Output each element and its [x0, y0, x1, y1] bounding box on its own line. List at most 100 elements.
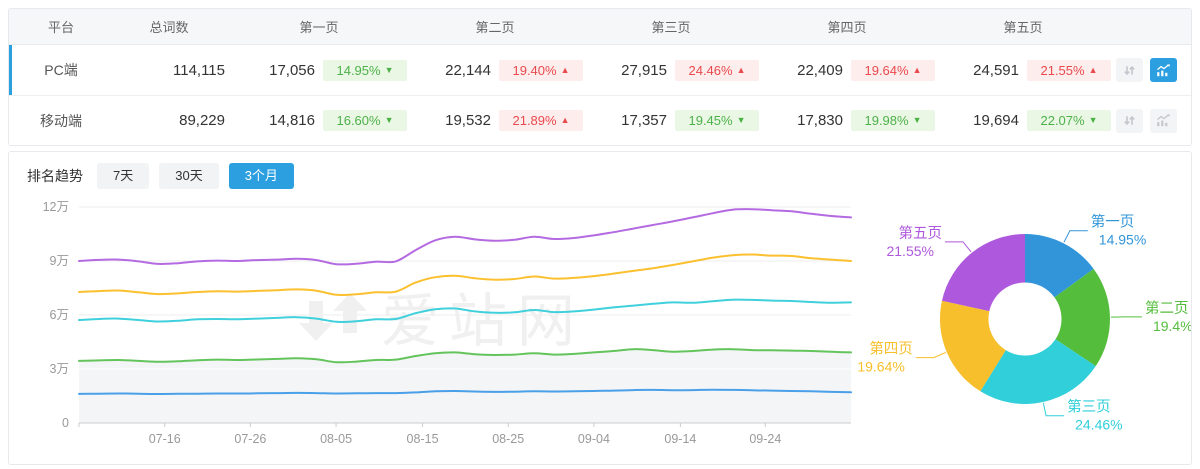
change-pct: 24.46%	[688, 62, 733, 78]
change-badge: 19.98% ▼	[851, 110, 935, 131]
page-count: 17,830	[797, 112, 843, 129]
sort-button[interactable]	[1116, 108, 1143, 133]
page-count: 22,409	[797, 61, 843, 79]
page-5-cell: 19,694 22.07% ▼	[935, 110, 1111, 131]
table-body: PC端 114,115 17,056 14.95% ▼ 22,144 19.40% ▲ 27,9…	[9, 45, 1191, 145]
col-header-page5: 第五页	[1003, 20, 1043, 35]
y-tick-label-3万: 3万	[50, 362, 69, 376]
donut-label-pct-第四页: 19.64%	[857, 359, 904, 375]
y-tick-label-6万: 6万	[50, 308, 69, 322]
donut-slice-第五页	[941, 234, 1025, 312]
col-header-page3: 第三页	[651, 20, 691, 35]
page-3-cell: 17,357 19.45% ▼	[583, 110, 759, 131]
change-pct: 14.95%	[336, 62, 381, 78]
arrow-down-icon: ▼	[1088, 115, 1098, 125]
trend-line-第二页	[78, 348, 852, 364]
change-pct: 19.64%	[864, 62, 909, 78]
arrow-down-icon: ▼	[736, 115, 746, 125]
donut-label-pct-第五页: 21.55%	[886, 243, 933, 259]
table-header-row: 平台 总词数 第一页 第二页 第三页 第四页 第五页	[9, 9, 1191, 45]
donut-label-name-第一页: 第一页	[1091, 213, 1135, 231]
page-3-cell: 27,915 24.46% ▲	[583, 59, 759, 81]
x-tick-label-09-04: 09-04	[578, 432, 610, 446]
trend-line-chart-wrap: 爱站网 07-16 07-26 08-05 08-15 08-25 09-04 09-14 09…	[9, 193, 857, 464]
x-tick-label-07-16: 07-16	[149, 432, 181, 446]
donut-label-name-第五页: 第五页	[898, 224, 942, 242]
trend-chart-icon	[1157, 63, 1170, 76]
donut-label-pct-第三页: 24.46%	[1075, 417, 1122, 433]
change-badge: 24.46% ▲	[675, 59, 759, 81]
watermark-aizhan: 爱站网	[299, 289, 585, 354]
page-count: 14,816	[269, 112, 315, 129]
page-2-cell: 22,144 19.40% ▲	[407, 59, 583, 81]
page-4-cell: 22,409 19.64% ▲	[759, 59, 935, 81]
y-tick-label-12万: 12万	[43, 200, 69, 214]
page-count: 24,591	[973, 61, 1019, 79]
x-tick-label-09-24: 09-24	[749, 432, 781, 446]
change-badge: 22.07% ▼	[1027, 110, 1111, 131]
page-4-cell: 17,830 19.98% ▼	[759, 110, 935, 131]
sort-arrows-icon	[1124, 65, 1135, 75]
show-trend-button[interactable]	[1150, 108, 1177, 133]
row-actions	[1111, 108, 1191, 133]
change-badge: 21.89% ▲	[499, 110, 583, 131]
sort-arrows-icon	[1124, 115, 1135, 126]
donut-slice-第三页	[980, 339, 1096, 404]
col-header-platform: 平台	[47, 20, 74, 35]
change-pct: 19.40%	[512, 62, 557, 78]
trend-line-第四页	[78, 253, 852, 297]
page-2-cell: 19,532 21.89% ▲	[407, 110, 583, 131]
platform-name: 移动端	[40, 112, 82, 129]
arrow-down-icon: ▼	[912, 115, 922, 125]
change-badge: 19.64% ▲	[851, 59, 935, 81]
donut-label-pct-第二页: 19.4%	[1153, 318, 1192, 334]
trend-line-第三页	[78, 298, 852, 323]
page-count: 19,694	[973, 112, 1019, 129]
arrow-up-icon: ▲	[736, 64, 746, 75]
change-pct: 22.07%	[1040, 113, 1085, 128]
trend-title: 排名趋势	[27, 168, 83, 184]
donut-label-line-第五页	[944, 241, 972, 253]
watermark-text: 爱站网	[381, 289, 585, 354]
donut-slice-第一页	[1025, 234, 1094, 298]
trend-tab-30天[interactable]: 30天	[159, 163, 219, 189]
y-tick-label-9万: 9万	[50, 254, 69, 268]
trend-tab-3个月[interactable]: 3个月	[228, 163, 294, 189]
arrow-down-icon: ▼	[384, 115, 394, 125]
donut-label-pct-第一页: 14.95%	[1099, 232, 1146, 248]
page-1-cell: 17,056 14.95% ▼	[231, 59, 407, 81]
change-badge: 21.55% ▲	[1027, 59, 1111, 81]
page-count: 19,532	[445, 112, 491, 129]
col-header-page4: 第四页	[827, 20, 867, 35]
arrow-up-icon: ▲	[1088, 64, 1098, 75]
page-count: 17,056	[269, 61, 315, 79]
col-header-total: 总词数	[149, 20, 189, 35]
arrow-down-icon: ▼	[384, 64, 394, 75]
change-pct: 21.89%	[512, 113, 557, 128]
y-tick-label-0: 0	[62, 416, 69, 430]
change-badge: 16.60% ▼	[323, 110, 407, 131]
table-row-pc[interactable]: PC端 114,115 17,056 14.95% ▼ 22,144 19.40% ▲ 27,9…	[9, 45, 1191, 95]
x-tick-label-08-25: 08-25	[492, 432, 524, 446]
donut-slice-第四页	[940, 300, 1006, 392]
arrow-up-icon: ▲	[912, 64, 922, 75]
trend-range-tabs: 7天 30天 3个月	[97, 163, 304, 189]
donut-label-name-第二页: 第二页	[1145, 299, 1189, 317]
change-pct: 19.45%	[688, 113, 733, 128]
x-tick-label-07-26: 07-26	[234, 432, 266, 446]
sort-button[interactable]	[1116, 58, 1143, 82]
page-count: 27,915	[621, 61, 667, 79]
trend-line-第一页	[78, 388, 852, 395]
platform-name: PC端	[44, 62, 78, 78]
page-1-cell: 14,816 16.60% ▼	[231, 110, 407, 131]
donut-label-line-第一页	[1063, 230, 1088, 243]
page-share-donut-wrap: 第一页 14.95% 第二页 19.4% 第三页 24.46% 第四页 19.64% 第五页 21…	[857, 193, 1192, 464]
change-pct: 16.60%	[336, 113, 381, 128]
table-row-mobile[interactable]: 移动端 89,229 14,816 16.60% ▼ 19,532 21.89% ▲ 17,35…	[9, 95, 1191, 145]
donut-label-line-第三页	[1042, 402, 1065, 417]
trend-tab-7天[interactable]: 7天	[97, 163, 150, 189]
donut-label-name-第四页: 第四页	[869, 340, 913, 358]
show-trend-button[interactable]	[1150, 58, 1177, 82]
donut-slice-第二页	[1054, 268, 1110, 367]
